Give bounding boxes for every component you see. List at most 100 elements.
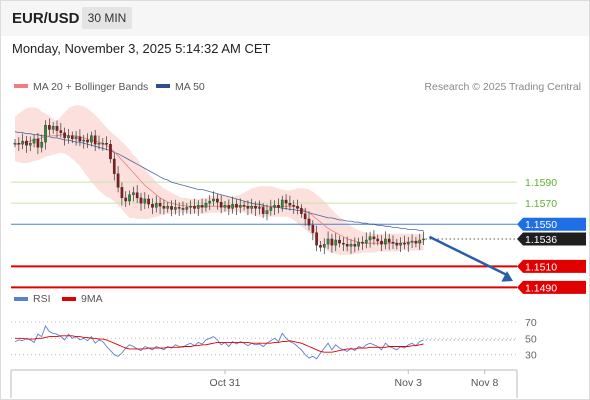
candle	[32, 134, 36, 148]
candle	[116, 166, 120, 193]
candle	[166, 202, 170, 213]
candle	[128, 190, 131, 206]
candle	[284, 194, 288, 210]
price-chart: 1.1590 1.1570 1.1550 1.1510 1.1490 1.1536	[11, 105, 586, 294]
candle	[28, 136, 32, 152]
candle	[372, 230, 376, 245]
candle	[204, 198, 208, 212]
candle	[132, 186, 135, 202]
candle	[330, 233, 334, 253]
candle	[280, 195, 284, 212]
candle	[51, 122, 55, 134]
rsi-ma-legend-label: 9MA	[81, 293, 103, 305]
candle	[345, 236, 349, 252]
candle	[296, 199, 299, 215]
candle	[338, 235, 341, 248]
candle	[261, 203, 265, 218]
rsi-legend-swatch	[14, 297, 28, 301]
candle	[418, 234, 422, 250]
top-bar: EUR/USD 30 MIN	[0, 0, 590, 36]
candle	[368, 231, 372, 248]
candle	[151, 198, 154, 215]
ma50-legend-label: MA 50	[175, 81, 205, 93]
rsi-tick-30: 30	[525, 350, 537, 362]
rsi-legend-label: RSI	[33, 293, 51, 305]
candle	[109, 140, 112, 164]
candle	[231, 196, 234, 214]
candle	[208, 195, 212, 210]
candle	[105, 136, 108, 151]
candle	[48, 118, 51, 136]
candle	[303, 207, 307, 226]
candle	[55, 120, 59, 138]
candle	[395, 238, 399, 250]
candle	[154, 195, 158, 213]
candle	[292, 200, 296, 214]
candle	[97, 135, 101, 150]
candle	[181, 201, 185, 216]
candle	[170, 200, 173, 217]
candle	[139, 192, 143, 211]
level-label-1.1550: 1.1550	[525, 219, 557, 231]
candle	[307, 211, 311, 231]
timeframe-button[interactable]: 30 MIN	[82, 7, 132, 29]
last-price-tag	[517, 232, 586, 246]
last-price-label: 1.1536	[525, 234, 557, 246]
candle	[162, 199, 166, 215]
x-tick-label: Nov 3	[395, 377, 423, 389]
level-tag-1.1510	[517, 259, 586, 273]
candle	[101, 138, 105, 151]
candle	[235, 199, 238, 215]
candle	[21, 133, 24, 150]
symbol-label: EUR/USD	[12, 10, 80, 27]
candle	[300, 204, 303, 218]
candle	[238, 198, 242, 214]
candle	[384, 231, 387, 250]
candle	[349, 239, 353, 254]
candle	[93, 129, 97, 151]
candle	[120, 182, 124, 206]
rsi-ma-legend-swatch	[62, 297, 76, 301]
candle	[414, 236, 418, 248]
level-label-1.1570: 1.1570	[525, 198, 557, 210]
candle	[90, 131, 93, 147]
candle	[273, 200, 276, 215]
candle	[326, 231, 330, 250]
candle	[216, 193, 219, 210]
candle	[196, 200, 200, 216]
candle	[124, 191, 128, 207]
candle	[112, 153, 116, 181]
rsi-chart: 70 50 30	[11, 317, 537, 362]
candle	[189, 200, 192, 215]
chart-datetime: Monday, November 3, 2025 5:14:32 AM CET	[12, 41, 271, 56]
level-label-1.1510: 1.1510	[525, 261, 557, 273]
candle	[422, 231, 425, 246]
level-label-1.1490: 1.1490	[525, 282, 557, 294]
copyright-label: Research © 2025 Trading Central	[424, 81, 581, 93]
ma50-line	[14, 131, 424, 231]
x-tick-label: Nov 8	[471, 377, 499, 389]
candle	[86, 133, 89, 148]
candle	[265, 204, 269, 221]
candle	[387, 233, 391, 250]
candle	[288, 195, 292, 211]
candle	[219, 195, 223, 214]
candle	[322, 238, 326, 255]
candle	[212, 191, 215, 207]
candle	[63, 127, 66, 146]
candle	[36, 133, 40, 155]
candle	[410, 234, 414, 248]
candle	[353, 237, 357, 253]
candle	[70, 131, 74, 144]
ma20-legend-swatch	[14, 84, 28, 88]
candle	[406, 237, 410, 252]
bollinger-band	[15, 105, 424, 255]
candle	[25, 136, 28, 153]
candle	[391, 235, 395, 250]
x-tick-label: Oct 31	[210, 377, 241, 389]
candle	[44, 120, 47, 150]
candle	[185, 203, 189, 214]
candle	[357, 237, 360, 251]
candle	[40, 134, 44, 153]
